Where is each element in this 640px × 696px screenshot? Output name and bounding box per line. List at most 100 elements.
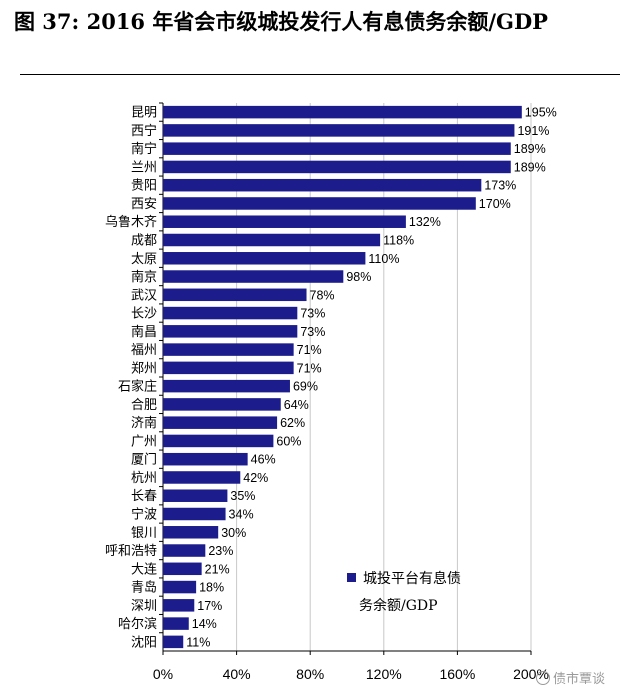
category-label: 合肥 xyxy=(131,398,157,413)
category-label: 石家庄 xyxy=(118,379,157,395)
bar xyxy=(163,544,206,557)
x-tick-label: 120% xyxy=(366,666,402,682)
bar xyxy=(163,471,241,484)
category-label: 南宁 xyxy=(131,141,157,157)
bar xyxy=(163,361,294,375)
wechat-icon xyxy=(536,671,550,685)
bar xyxy=(163,124,515,137)
category-label: 郑州 xyxy=(131,361,157,376)
x-tick-label: 40% xyxy=(223,666,251,682)
category-label: 长春 xyxy=(131,489,157,504)
value-label: 189% xyxy=(514,142,546,156)
category-label: 大连 xyxy=(131,561,157,577)
category-label: 乌鲁木齐 xyxy=(105,214,157,230)
x-tick-label: 80% xyxy=(296,666,324,682)
category-label: 沈阳 xyxy=(131,635,157,650)
category-label: 武汉 xyxy=(131,288,157,303)
bar xyxy=(163,489,228,502)
value-label: 170% xyxy=(479,197,511,211)
value-label: 173% xyxy=(484,179,516,193)
category-label: 哈尔滨 xyxy=(118,616,157,632)
bar xyxy=(163,215,406,228)
bar xyxy=(163,252,366,265)
bar xyxy=(163,434,274,448)
bar xyxy=(163,270,344,283)
category-label: 福州 xyxy=(131,343,157,358)
category-label: 西安 xyxy=(131,197,157,212)
bar xyxy=(163,617,189,630)
watermark-text: 债市覃谈 xyxy=(553,672,606,687)
bar xyxy=(163,452,248,466)
value-label: 21% xyxy=(205,562,230,576)
category-label: 贵阳 xyxy=(131,179,157,194)
value-label: 73% xyxy=(300,325,325,339)
value-label: 189% xyxy=(514,160,546,174)
value-label: 69% xyxy=(293,380,318,394)
value-label: 191% xyxy=(517,124,549,138)
legend-label: 务余额/GDP xyxy=(359,597,438,614)
category-label: 呼和浩特 xyxy=(105,544,157,559)
category-label: 银川 xyxy=(131,526,157,541)
bar xyxy=(163,142,511,155)
bar xyxy=(163,526,219,539)
bar xyxy=(163,580,197,594)
bar xyxy=(163,325,298,338)
bar xyxy=(163,416,278,429)
bar xyxy=(163,343,294,356)
figure-title: 图 37: 2016 年省会市级城投发行人有息债务余额/GDP xyxy=(14,9,548,34)
value-label: 35% xyxy=(230,489,255,503)
category-label: 南昌 xyxy=(131,324,157,340)
value-label: 46% xyxy=(251,453,276,467)
value-label: 71% xyxy=(297,343,322,357)
category-label: 济南 xyxy=(131,415,157,431)
category-label: 深圳 xyxy=(131,599,157,614)
bar xyxy=(163,635,184,649)
value-label: 34% xyxy=(229,508,254,522)
x-tick-label: 160% xyxy=(439,666,475,682)
bar xyxy=(163,197,476,210)
value-label: 73% xyxy=(300,307,325,321)
category-label: 宁波 xyxy=(131,507,157,523)
value-label: 18% xyxy=(199,581,224,595)
bar xyxy=(163,178,482,192)
bar xyxy=(163,507,226,521)
category-label: 昆明 xyxy=(131,106,157,121)
value-label: 17% xyxy=(197,599,222,613)
legend-label: 城投平台有息债 xyxy=(363,570,461,587)
watermark: 债市覃谈 xyxy=(536,668,605,687)
category-label: 厦门 xyxy=(131,453,157,468)
category-label: 杭州 xyxy=(131,471,157,486)
title-rule xyxy=(20,74,620,75)
bar xyxy=(163,398,281,411)
value-label: 62% xyxy=(280,416,305,430)
category-label: 兰州 xyxy=(131,160,157,175)
value-label: 14% xyxy=(192,617,217,631)
bar xyxy=(163,233,381,247)
category-label: 南京 xyxy=(131,269,157,285)
category-label: 西宁 xyxy=(131,123,157,139)
value-label: 98% xyxy=(346,270,371,284)
bar xyxy=(163,306,298,320)
value-label: 110% xyxy=(368,252,399,266)
value-label: 78% xyxy=(310,288,335,302)
value-label: 42% xyxy=(243,471,268,485)
bar xyxy=(163,160,511,174)
category-label: 太原 xyxy=(131,252,157,267)
value-label: 195% xyxy=(525,106,557,120)
x-tick-label: 0% xyxy=(153,666,173,682)
bar xyxy=(163,599,195,612)
legend-swatch xyxy=(347,573,356,582)
value-label: 71% xyxy=(297,361,322,375)
bar xyxy=(163,379,290,393)
value-label: 60% xyxy=(276,434,301,448)
value-label: 118% xyxy=(383,234,414,248)
value-label: 23% xyxy=(208,544,233,558)
value-label: 64% xyxy=(284,398,309,412)
bar xyxy=(163,105,522,119)
bar xyxy=(163,288,307,302)
value-label: 30% xyxy=(221,526,246,540)
category-label: 成都 xyxy=(131,234,157,249)
value-label: 132% xyxy=(409,215,441,229)
value-label: 11% xyxy=(186,635,210,649)
